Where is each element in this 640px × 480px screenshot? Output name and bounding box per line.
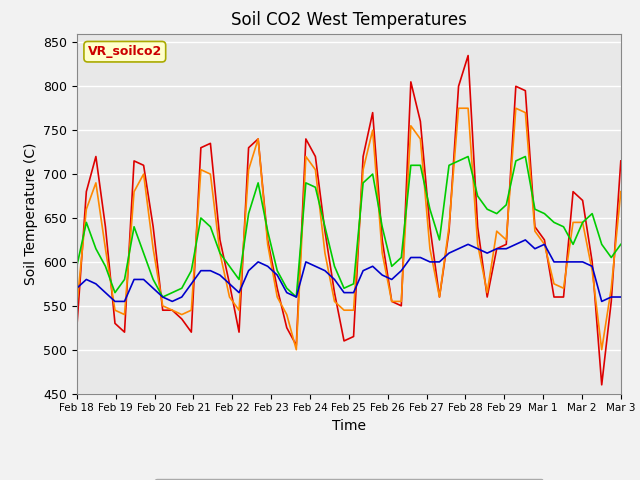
TCW_4 [207, 268, 214, 274]
Line: TCW_2: TCW_2 [77, 108, 621, 350]
Y-axis label: Soil Temperature (C): Soil Temperature (C) [24, 143, 38, 285]
TCW_1 [588, 259, 596, 265]
X-axis label: Time: Time [332, 419, 366, 433]
TCW_4 [73, 285, 81, 291]
TCW_4 [617, 294, 625, 300]
TCW_4 [598, 299, 605, 304]
TCW_2 [207, 171, 214, 177]
TCW_2 [292, 347, 300, 353]
Line: TCW_1: TCW_1 [77, 56, 621, 385]
TCW_3 [598, 241, 605, 247]
TCW_3 [493, 211, 500, 216]
TCW_2 [493, 228, 500, 234]
TCW_3 [216, 250, 224, 256]
TCW_3 [445, 162, 453, 168]
Line: TCW_3: TCW_3 [77, 156, 621, 297]
TCW_2 [550, 281, 558, 287]
TCW_3 [550, 219, 558, 225]
Text: VR_soilco2: VR_soilco2 [88, 45, 162, 58]
TCW_4 [522, 237, 529, 243]
TCW_1 [436, 294, 444, 300]
TCW_3 [73, 264, 81, 269]
TCW_2 [445, 224, 453, 229]
TCW_1 [464, 53, 472, 59]
TCW_4 [111, 299, 119, 304]
Legend: TCW_1, TCW_2, TCW_3, TCW_4: TCW_1, TCW_2, TCW_3, TCW_4 [154, 479, 543, 480]
TCW_1 [617, 158, 625, 164]
TCW_3 [207, 224, 214, 229]
TCW_3 [159, 294, 166, 300]
Title: Soil CO2 West Temperatures: Soil CO2 West Temperatures [231, 11, 467, 29]
TCW_1 [598, 382, 605, 388]
TCW_2 [454, 105, 462, 111]
TCW_4 [445, 250, 453, 256]
TCW_2 [73, 303, 81, 309]
TCW_2 [598, 347, 605, 353]
TCW_2 [617, 189, 625, 194]
TCW_1 [197, 145, 205, 151]
TCW_3 [617, 241, 625, 247]
TCW_4 [550, 259, 558, 265]
TCW_3 [464, 154, 472, 159]
TCW_1 [207, 141, 214, 146]
Line: TCW_4: TCW_4 [77, 240, 621, 301]
TCW_4 [483, 250, 491, 256]
TCW_1 [73, 325, 81, 331]
TCW_1 [483, 294, 491, 300]
TCW_2 [197, 167, 205, 173]
TCW_1 [541, 237, 548, 243]
TCW_4 [216, 272, 224, 278]
